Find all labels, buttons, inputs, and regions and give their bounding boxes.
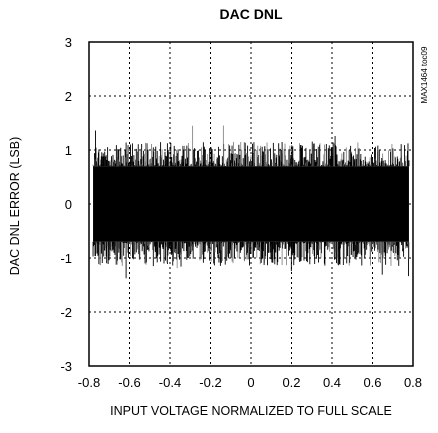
dnl-spikes-lower (92, 241, 409, 279)
dnl-band-core (93, 166, 409, 242)
x-tick-label: -0.2 (199, 375, 221, 390)
y-axis-label: DAC DNL ERROR (LSB) (8, 137, 22, 275)
dnl-noise-series (92, 125, 410, 279)
y-tick-label: -2 (60, 305, 72, 320)
x-tick-label: -0.6 (118, 375, 140, 390)
y-tick-label: 2 (65, 89, 72, 104)
x-tick-label: -0.8 (78, 375, 100, 390)
dnl-spikes-upper (93, 130, 410, 167)
x-tick-label: 0.8 (404, 375, 422, 390)
x-tick-labels: -0.8 -0.6 -0.4 -0.2 0 0.2 0.4 0.6 0.8 (78, 375, 422, 390)
x-tick-label: 0.2 (282, 375, 300, 390)
x-tick-label: 0.6 (363, 375, 381, 390)
x-axis-label: INPUT VOLTAGE NORMALIZED TO FULL SCALE (110, 404, 392, 418)
x-tick-label: 0 (247, 375, 254, 390)
plot-frame (88, 41, 414, 367)
figure-code-annotation: MAX1464 toc09 (420, 46, 429, 103)
chart-title: DAC DNL (220, 6, 283, 22)
x-tick-label: 0.4 (323, 375, 341, 390)
y-tick-label: -3 (60, 359, 72, 374)
y-tick-labels: -3 -2 -1 0 1 2 3 (60, 35, 72, 374)
dnl-spikes-upper-faint (92, 125, 408, 167)
dnl-spikes-lower-faint (95, 241, 410, 269)
y-tick-label: 0 (65, 197, 72, 212)
y-tick-label: 1 (65, 143, 72, 158)
y-tick-label: -1 (60, 251, 72, 266)
x-tick-label: -0.4 (159, 375, 181, 390)
y-tick-label: 3 (65, 35, 72, 50)
